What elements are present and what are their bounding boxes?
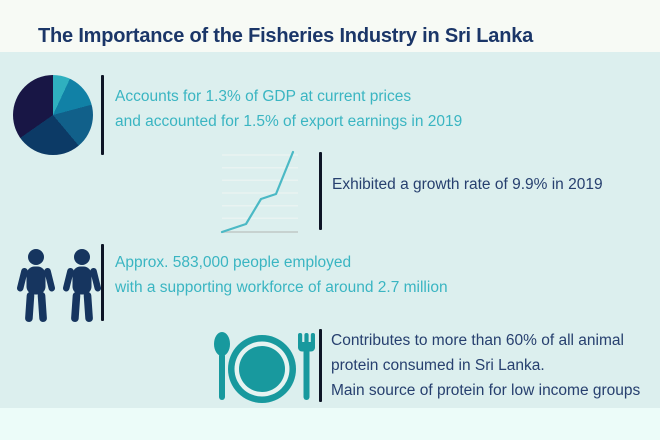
fact-employment: Approx. 583,000 people employed with a s… [115,250,448,300]
fact-protein-line-2: protein consumed in Sri Lanka. [331,357,545,374]
fact-growth: Exhibited a growth rate of 9.9% in 2019 [332,172,603,197]
spoon [214,332,230,400]
header-band [0,0,660,52]
fact-gdp-line-1: Accounts for 1.3% of GDP at current pric… [115,88,412,105]
footer-band [0,408,660,440]
fact-protein-line-1: Contributes to more than 60% of all anim… [331,332,624,349]
people-icon [16,249,102,322]
fact-gdp: Accounts for 1.3% of GDP at current pric… [115,84,462,134]
person-figure [16,249,56,322]
dinner-plate-icon [214,332,315,403]
divider [101,244,104,321]
divider [101,75,104,155]
fact-gdp-line-2: and accounted for 1.5% of export earning… [115,113,463,130]
pie-chart-icon [13,75,93,155]
line-chart-icon [220,150,298,234]
fact-protein-line-3: Main source of protein for low income gr… [331,382,641,399]
divider [319,329,322,402]
fact-employment-line-2: with a supporting workforce of around 2.… [115,279,448,296]
fact-protein: Contributes to more than 60% of all anim… [331,328,640,403]
fact-employment-line-1: Approx. 583,000 people employed [115,254,352,271]
divider [319,152,322,230]
person-figure [62,249,102,322]
fact-growth-line-1: Exhibited a growth rate of 9.9% in 2019 [332,176,603,193]
plate [228,335,296,403]
page-title: The Importance of the Fisheries Industry… [38,25,534,47]
fork [298,333,315,400]
